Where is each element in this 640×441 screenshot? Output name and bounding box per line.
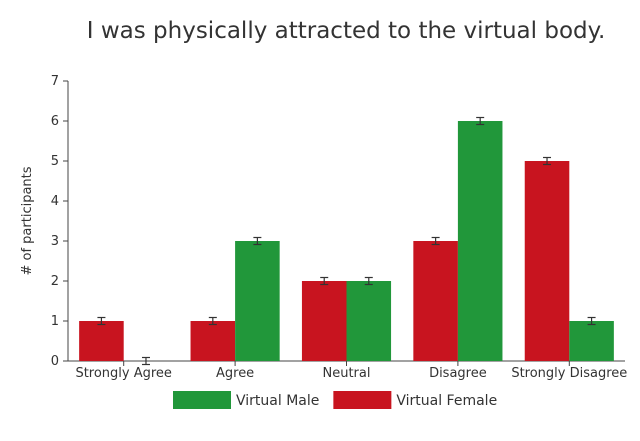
y-tick-label: 3 — [51, 234, 59, 249]
x-tick-label: Disagree — [429, 366, 487, 381]
y-tick-label: 6 — [51, 114, 59, 129]
legend-swatch — [173, 391, 231, 409]
bar — [346, 281, 392, 361]
y-tick-label: 7 — [51, 74, 59, 89]
bar — [457, 121, 503, 361]
bar — [301, 281, 347, 361]
y-tick-label: 2 — [51, 274, 59, 289]
y-tick-label: 5 — [51, 154, 59, 169]
bar — [569, 321, 614, 361]
x-tick-label: Strongly Disagree — [511, 366, 627, 381]
plot-area: 0 1 2 3 4 5 6 7 Strongly Agree Agree Neutral Disagr… — [51, 74, 628, 381]
x-tick-label: Agree — [216, 366, 254, 381]
y-tick-label: 1 — [51, 314, 59, 329]
legend-label: Virtual Female — [396, 393, 497, 409]
x-tick-label: Neutral — [323, 366, 371, 381]
bar — [190, 321, 236, 361]
y-tick-label: 4 — [51, 194, 59, 209]
legend-swatch — [333, 391, 392, 409]
chart-title: I was physically attracted to the virtua… — [87, 18, 606, 44]
y-axis-label: # of participants — [20, 166, 35, 275]
bar — [524, 161, 570, 361]
x-tick-label: Strongly Agree — [75, 366, 172, 381]
bar — [79, 321, 124, 361]
bar — [413, 241, 458, 361]
legend: Virtual Male Virtual Female — [173, 391, 497, 409]
bar — [235, 241, 280, 361]
legend-label: Virtual Male — [236, 393, 319, 409]
y-tick-label: 0 — [51, 354, 59, 369]
